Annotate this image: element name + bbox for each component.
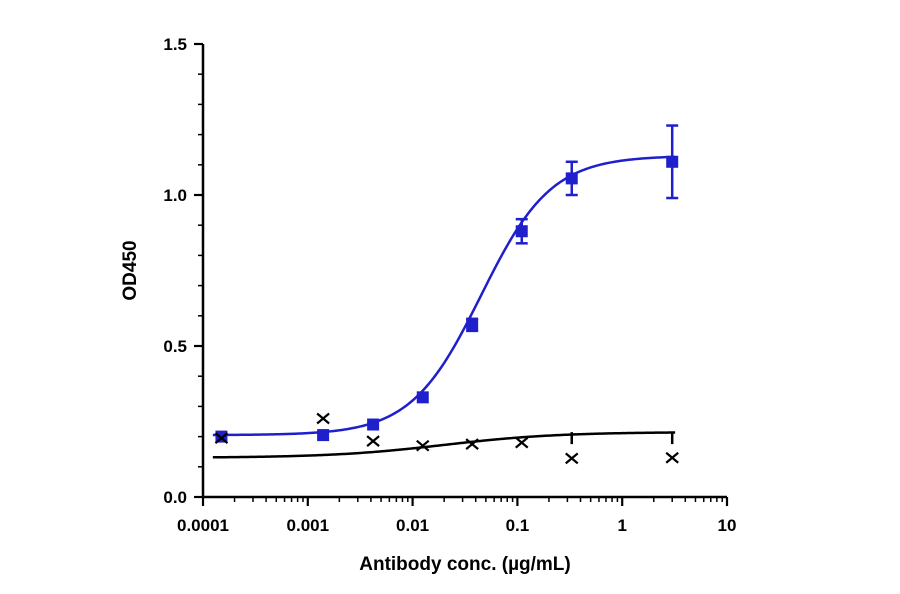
data-point — [317, 429, 330, 442]
x-marker-stroke — [665, 451, 679, 464]
x-marker-stroke — [565, 452, 579, 465]
data-point — [416, 391, 429, 404]
x-marker-stroke — [366, 435, 380, 447]
data-point — [316, 412, 330, 425]
data-point — [367, 418, 380, 431]
data-point — [515, 436, 529, 449]
data-point — [466, 318, 479, 331]
series-1 — [212, 412, 679, 465]
y-tick-label: 0.0 — [163, 488, 187, 507]
x-axis-title: Antibody conc. (µg/mL) — [359, 554, 571, 575]
fit-curve — [212, 431, 676, 459]
chart-marks — [212, 124, 679, 465]
x-marker-stroke — [316, 412, 330, 425]
x-tick-label: 1 — [617, 516, 626, 535]
x-marker-stroke — [416, 439, 430, 452]
x-marker-stroke — [214, 432, 229, 444]
x-tick-label: 0.01 — [396, 516, 429, 535]
x-tick-label: 10 — [718, 516, 737, 535]
x-tick-label: 0.001 — [287, 516, 330, 535]
x-tick-label: 0.1 — [506, 516, 530, 535]
series-0 — [212, 124, 679, 443]
data-point — [465, 438, 479, 450]
data-point — [565, 172, 578, 185]
data-point — [515, 225, 528, 238]
data-point — [665, 451, 679, 464]
data-point — [366, 435, 380, 447]
data-point — [666, 155, 679, 168]
y-tick-label: 0.5 — [163, 337, 187, 356]
data-point — [565, 452, 579, 465]
x-marker-stroke — [515, 436, 529, 449]
x-tick-label: 0.0001 — [177, 516, 229, 535]
x-marker-stroke — [465, 438, 479, 450]
data-point — [214, 432, 229, 444]
y-tick-label: 1.0 — [163, 186, 187, 205]
axes: 0.0001 0.001 0.01 0.1 1 10 0.0 0.5 1.0 1.5 — [163, 35, 736, 535]
y-tick-label: 1.5 — [163, 35, 187, 54]
data-point — [416, 439, 430, 452]
y-axis-title: OD450 — [120, 240, 141, 300]
fit-curve — [212, 155, 676, 437]
